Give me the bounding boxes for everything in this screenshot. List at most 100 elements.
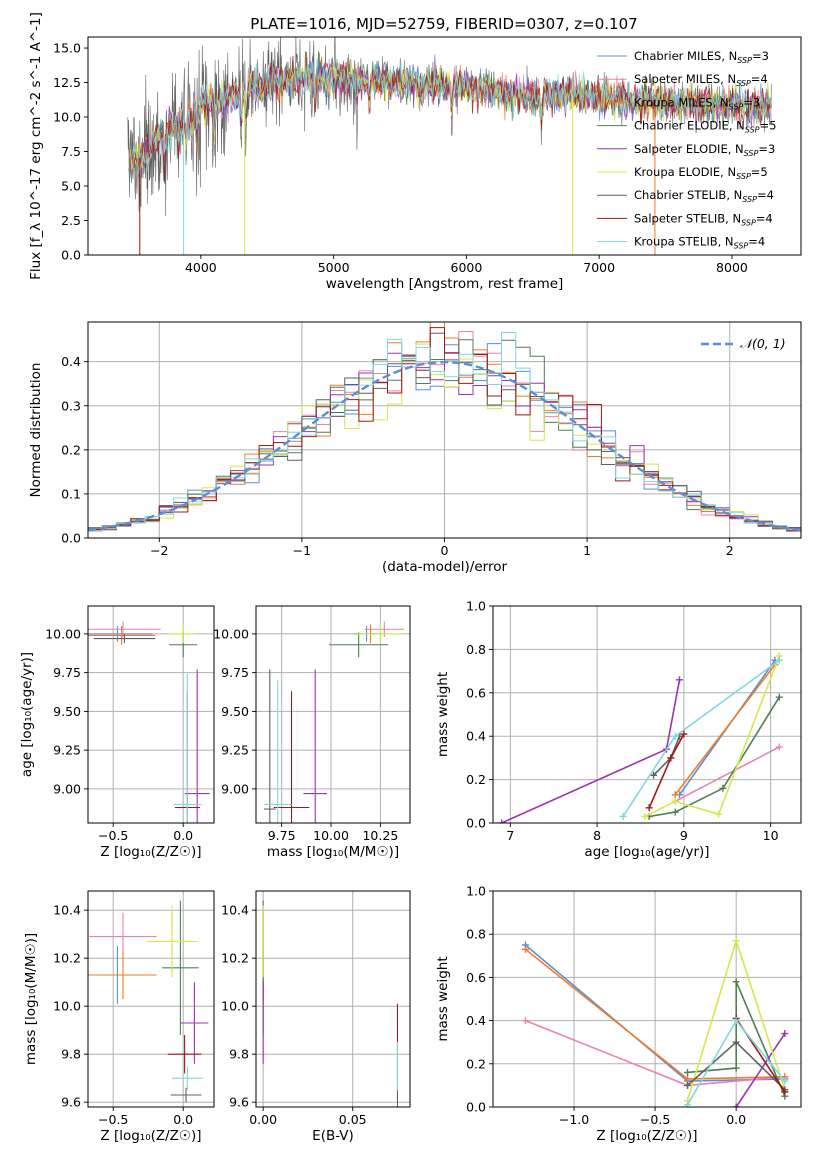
y-tick-label: 9.00 bbox=[221, 781, 249, 796]
legend-pre: Salpeter MILES, N bbox=[634, 72, 736, 86]
weight-line-chabrier_elodie bbox=[649, 696, 780, 818]
x-tick-label: 10.25 bbox=[362, 828, 398, 843]
legend-post: =5 bbox=[760, 119, 777, 133]
legend-label-chabrier_miles: Chabrier MILES, NSSP=3 bbox=[634, 49, 769, 65]
y-axis-label: Flux [f_λ 10^-17 erg cm^-2 s^-1 A^-1] bbox=[28, 12, 44, 280]
x-tick-label: 8 bbox=[593, 828, 601, 843]
y-tick-label: 10.4 bbox=[221, 903, 249, 918]
weight-marker-chabrier_stelib bbox=[732, 1038, 740, 1046]
weight-marker-salpeter_elodie bbox=[676, 676, 684, 684]
x-tick-label: 8000 bbox=[716, 260, 748, 275]
y-tick-label: 9.75 bbox=[53, 665, 81, 680]
legend-pre: Salpeter STELIB, N bbox=[634, 211, 741, 225]
x-axis-label: (data-model)/error bbox=[382, 559, 508, 575]
legend-sub: SSP bbox=[729, 102, 744, 111]
axes-residuals: −2 −1 0 1 2 0.0 0.1 0.2 0.3 0.4 (data-model)/error… bbox=[28, 321, 802, 575]
x-tick-label: 5000 bbox=[318, 260, 350, 275]
weight-marker-chabrier_elodie bbox=[684, 1068, 692, 1076]
x-tick-label: 2 bbox=[726, 543, 734, 558]
y-tick-label: 10.4 bbox=[53, 903, 81, 918]
x-tick-label: 6000 bbox=[451, 260, 483, 275]
y-tick-label: 9.00 bbox=[53, 781, 81, 796]
y-tick-label: 0.2 bbox=[466, 772, 486, 787]
legend-post: =4 bbox=[751, 72, 768, 86]
legend-sub: SSP bbox=[734, 242, 749, 251]
legend-pre: Kroupa MILES, N bbox=[634, 95, 729, 109]
axes-frame bbox=[87, 890, 215, 1108]
legend-label-chabrier_elodie: Chabrier ELODIE, NSSP=5 bbox=[634, 119, 776, 135]
axes-frame bbox=[492, 890, 802, 1108]
weight-line-salpeter_miles bbox=[674, 746, 780, 803]
y-tick-label: 7.5 bbox=[61, 144, 81, 159]
y-tick-label: 5.0 bbox=[61, 179, 81, 194]
y-axis-label: mass weight bbox=[435, 956, 451, 1041]
y-tick-label: 9.25 bbox=[53, 743, 81, 758]
x-tick-label: 10 bbox=[763, 828, 779, 843]
weight-marker-kroupa_miles bbox=[671, 791, 679, 799]
axes-frame bbox=[255, 890, 411, 1108]
x-tick-label: 9.75 bbox=[268, 828, 296, 843]
plot-area-spectrum bbox=[127, 37, 772, 255]
weight-marker-salpeter_elodie bbox=[781, 1030, 789, 1038]
y-tick-label: 2.5 bbox=[61, 213, 81, 228]
plot-area-age_vs_Z bbox=[88, 621, 210, 823]
y-tick-label: 0.4 bbox=[466, 729, 486, 744]
y-tick-label: 1.0 bbox=[466, 599, 486, 614]
weight-marker-kroupa_elodie bbox=[732, 937, 740, 945]
weight-marker-kroupa_elodie bbox=[641, 812, 649, 820]
x-tick-label: 9 bbox=[680, 828, 688, 843]
plots-layer: 4000 5000 6000 7000 80000.02.55.07.510.012.5… bbox=[19, 12, 802, 1144]
weight-marker-chabrier_stelib bbox=[650, 771, 658, 779]
x-tick-label: −1 bbox=[293, 543, 311, 558]
x-axis-label: wavelength [Angstrom, rest frame] bbox=[326, 276, 564, 292]
axes-frame bbox=[87, 36, 802, 256]
x-tick-label: 0.0 bbox=[726, 1112, 746, 1127]
x-tick-label: −0.5 bbox=[98, 828, 128, 843]
y-axis-label: age [log₁₀(age/yr)] bbox=[19, 652, 35, 777]
x-axis-label: age [log₁₀(age/yr)] bbox=[584, 844, 709, 860]
x-axis-label: Z [log₁₀(Z/Z☉)] bbox=[596, 1128, 697, 1144]
x-axis-label: E(B-V) bbox=[312, 1128, 354, 1144]
histogram-kroupa_stelib bbox=[88, 332, 801, 532]
plot-area-weight_vs_Z bbox=[521, 937, 789, 1107]
axes-frame bbox=[492, 605, 802, 824]
axes-mass_vs_EBV: 0.00 0.05 9.6 9.8 10.0 10.2 10.4 E(B-V) bbox=[221, 890, 411, 1144]
legend-label-kroupa_elodie: Kroupa ELODIE, NSSP=5 bbox=[634, 165, 768, 181]
axes-frame bbox=[87, 321, 802, 539]
legend-label-salpeter_miles: Salpeter MILES, NSSP=4 bbox=[634, 72, 768, 88]
y-tick-label: 9.6 bbox=[61, 1095, 81, 1110]
legend-label-salpeter_stelib: Salpeter STELIB, NSSP=4 bbox=[634, 211, 773, 227]
y-tick-label: 10.0 bbox=[53, 110, 81, 125]
y-tick-label: 15.0 bbox=[53, 41, 81, 56]
x-tick-label: 0 bbox=[441, 543, 449, 558]
weight-marker-salpeter_stelib bbox=[667, 754, 675, 762]
plot-area-residuals bbox=[88, 322, 801, 532]
weight-marker-kroupa_miles bbox=[684, 1075, 692, 1083]
y-tick-label: 1.0 bbox=[466, 884, 486, 899]
model-spectrum-kroupa_stelib bbox=[131, 58, 772, 175]
legend-sub: SSP bbox=[742, 195, 757, 204]
legend-pre: Chabrier ELODIE, N bbox=[634, 119, 745, 133]
legend-pre: Chabrier STELIB, N bbox=[634, 188, 742, 202]
x-tick-label: 7 bbox=[506, 828, 514, 843]
y-tick-label: 0.4 bbox=[466, 1013, 486, 1028]
y-tick-label: 0.8 bbox=[466, 642, 486, 657]
y-tick-label: 9.6 bbox=[229, 1095, 249, 1110]
x-tick-label: 10.00 bbox=[313, 828, 349, 843]
legend-post: =5 bbox=[751, 165, 768, 179]
legend-sub: SSP bbox=[744, 149, 759, 158]
y-tick-label: 0.2 bbox=[466, 1056, 486, 1071]
legend-post: =3 bbox=[743, 95, 760, 109]
legend-post: =4 bbox=[748, 235, 765, 249]
weight-marker-kroupa_elodie bbox=[715, 810, 723, 818]
y-tick-label: 0.4 bbox=[61, 354, 81, 369]
weight-marker-kroupa_stelib bbox=[684, 1101, 692, 1107]
weight-marker-chabrier_elodie bbox=[719, 784, 727, 792]
x-tick-label: −0.5 bbox=[98, 1112, 128, 1127]
weight-marker-salpeter_miles bbox=[521, 1017, 529, 1025]
normal-curve bbox=[88, 360, 801, 532]
legend-pre: Kroupa ELODIE, N bbox=[634, 165, 736, 179]
y-tick-label: 0.8 bbox=[466, 927, 486, 942]
